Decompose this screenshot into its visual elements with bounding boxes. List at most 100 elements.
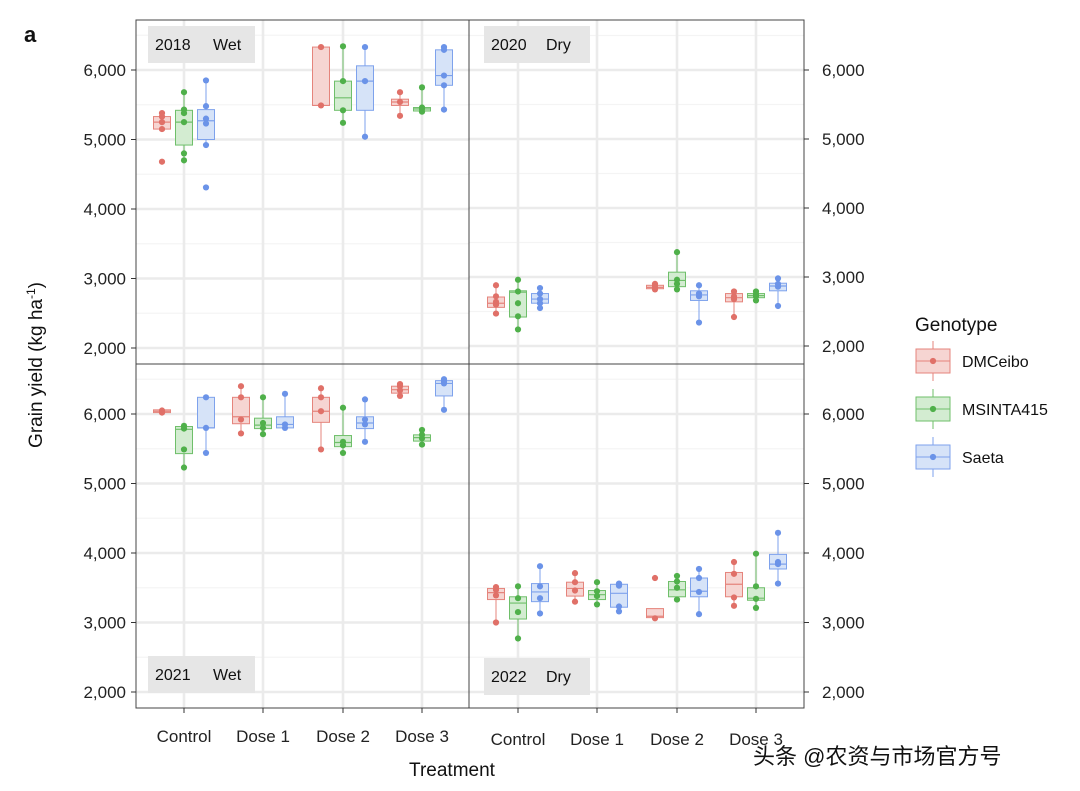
data-point xyxy=(730,293,738,300)
x-axis-title: Treatment xyxy=(409,760,496,781)
data-point xyxy=(673,578,681,585)
data-point xyxy=(695,290,703,297)
data-point xyxy=(695,574,703,582)
data-point xyxy=(514,288,522,295)
x-tick-label-control: Control xyxy=(157,727,212,746)
data-point xyxy=(361,133,369,140)
data-point xyxy=(339,449,347,457)
box-dose-3-saeta xyxy=(769,275,787,310)
data-point xyxy=(259,424,267,431)
data-point xyxy=(536,290,544,297)
box-control-saeta xyxy=(197,77,215,191)
panel-2022: 2022 Dry xyxy=(468,363,805,709)
strip-condition: Dry xyxy=(546,37,571,54)
box-control-saeta xyxy=(531,284,549,312)
panel-2020: 2020 Dry xyxy=(468,19,805,365)
data-point xyxy=(752,595,760,602)
data-point xyxy=(281,390,289,397)
y-tick-label-right: 2,000 xyxy=(822,683,865,702)
x-tick-label-dose-2: Dose 2 xyxy=(650,730,704,749)
data-point xyxy=(396,392,404,400)
data-point xyxy=(281,421,289,428)
data-point xyxy=(202,394,210,401)
data-point xyxy=(317,408,325,415)
data-point xyxy=(259,419,267,427)
chart-panels: 2018 Wet 2020 Dry 2021 Wet 2022 Dry xyxy=(135,19,805,709)
data-point xyxy=(317,394,325,401)
data-point xyxy=(259,394,267,401)
y-axis-title-superscript: -1 xyxy=(24,288,38,299)
box-dose-1-msinta415 xyxy=(588,579,606,608)
data-point xyxy=(774,280,782,287)
panel-2018: 2018 Wet xyxy=(135,19,470,365)
y-tick-label-left: 4,000 xyxy=(83,200,126,219)
data-point xyxy=(695,565,703,573)
data-point xyxy=(752,583,760,590)
strip-condition: Wet xyxy=(213,37,242,54)
box-dose-3-saeta xyxy=(435,43,453,113)
box-control-msinta415 xyxy=(509,276,527,333)
data-point xyxy=(317,102,325,109)
data-point xyxy=(571,587,579,594)
data-point xyxy=(695,588,703,596)
panel-frame xyxy=(468,363,805,709)
data-point xyxy=(361,421,369,428)
legend: Genotype DMCeibo MSINTA415 Saeta xyxy=(915,315,1048,477)
box-dose-3-msinta415 xyxy=(747,288,765,304)
data-point xyxy=(730,602,738,609)
data-point xyxy=(695,319,703,326)
legend-entry-saeta: Saeta xyxy=(915,437,1004,477)
data-point xyxy=(339,404,347,411)
y-tick-label-left: 3,000 xyxy=(83,614,126,633)
x-tick-label-dose-1: Dose 1 xyxy=(236,727,290,746)
box-dose-2-saeta xyxy=(690,565,708,618)
data-point xyxy=(202,424,210,431)
box-control-dmceibo xyxy=(153,109,171,165)
legend-key-point xyxy=(929,357,937,365)
data-point xyxy=(752,288,760,295)
panel-letter: a xyxy=(24,22,37,47)
data-point xyxy=(361,438,369,445)
legend-label: DMCeibo xyxy=(962,354,1029,371)
data-point xyxy=(593,579,601,586)
y-tick-label-right: 6,000 xyxy=(822,405,865,424)
data-point xyxy=(492,310,500,317)
data-point xyxy=(237,394,245,401)
y-tick-label-right: 2,000 xyxy=(822,337,865,356)
legend-title: Genotype xyxy=(915,315,997,336)
data-point xyxy=(440,376,448,383)
data-point xyxy=(418,84,426,91)
box-control-dmceibo xyxy=(153,407,171,416)
data-point xyxy=(536,595,544,602)
data-point xyxy=(396,98,404,106)
data-point xyxy=(593,601,601,608)
legend-key-point xyxy=(929,453,937,461)
y-tick-label-right: 4,000 xyxy=(822,544,865,563)
y-tick-label-left: 2,000 xyxy=(83,339,126,358)
strip-label-background xyxy=(484,658,590,695)
data-point xyxy=(339,107,347,114)
data-point xyxy=(673,276,681,283)
data-point xyxy=(730,570,738,577)
box-dose-3-dmceibo xyxy=(391,89,409,119)
legend-key-point xyxy=(929,405,937,413)
data-point xyxy=(695,282,703,289)
data-point xyxy=(593,592,601,600)
panel-background xyxy=(469,364,804,708)
data-point xyxy=(514,608,522,616)
y-tick-label-right: 5,000 xyxy=(822,130,865,149)
box-dose-2-msinta415 xyxy=(668,572,686,603)
data-point xyxy=(651,280,659,287)
data-point xyxy=(536,583,544,590)
data-point xyxy=(571,579,579,586)
box-dose-2-dmceibo xyxy=(646,280,664,293)
box-dose-3-saeta xyxy=(769,529,787,587)
box-control-saeta xyxy=(197,394,215,457)
data-point xyxy=(730,558,738,566)
strip-year: 2021 xyxy=(155,667,191,684)
data-point xyxy=(180,157,188,164)
data-point xyxy=(317,446,325,453)
box-dose-1-saeta xyxy=(276,390,294,431)
data-point xyxy=(396,381,404,388)
data-point xyxy=(695,611,703,618)
